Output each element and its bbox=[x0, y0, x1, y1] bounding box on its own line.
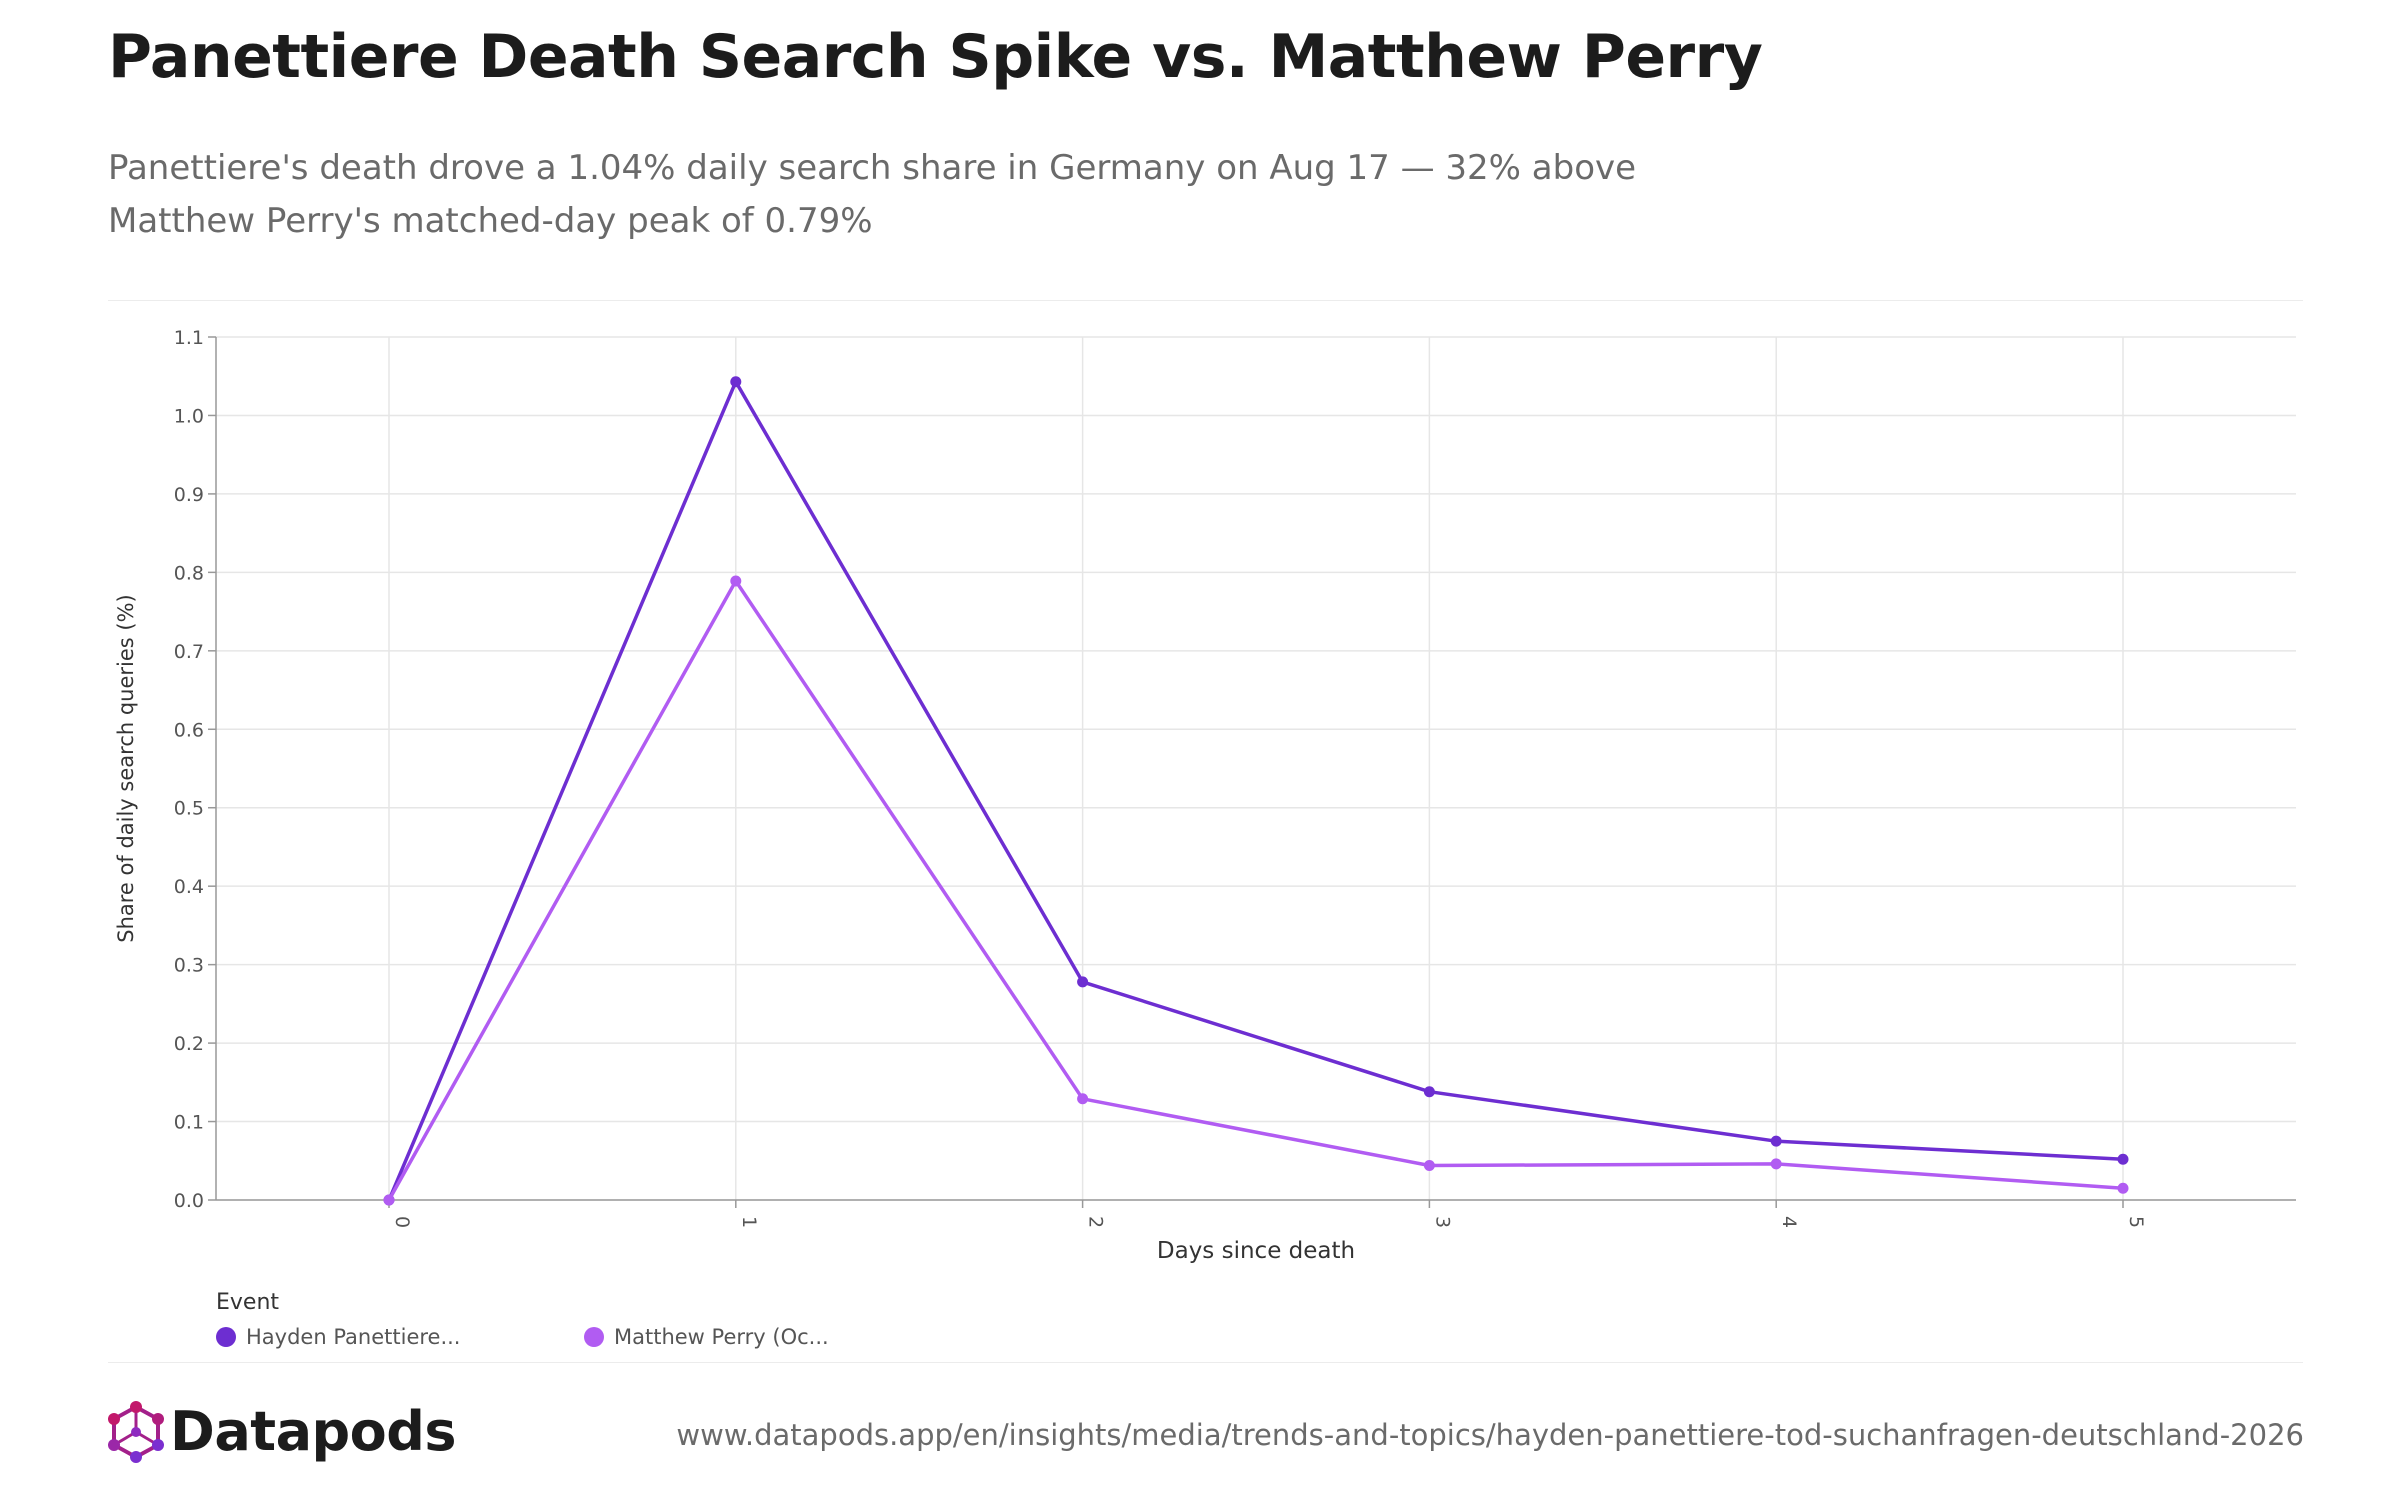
legend-item-panettiere[interactable]: Hayden Panettiere... bbox=[216, 1325, 584, 1349]
grid bbox=[216, 336, 2296, 1201]
axes bbox=[215, 337, 2296, 1201]
legend-item-perry[interactable]: Matthew Perry (Oc... bbox=[584, 1325, 952, 1349]
legend: Event Hayden Panettiere... Matthew Perry… bbox=[216, 1290, 952, 1349]
data-point bbox=[2117, 1153, 2129, 1165]
legend-items: Hayden Panettiere... Matthew Perry (Oc..… bbox=[216, 1325, 952, 1349]
x-tick-label: 3 bbox=[1431, 1216, 1453, 1228]
y-tick-label: 0.4 bbox=[174, 876, 204, 898]
y-tick-label: 0.0 bbox=[174, 1190, 204, 1212]
y-tick-label: 0.6 bbox=[174, 719, 204, 741]
top-divider bbox=[108, 300, 2303, 301]
x-tick-labels: 0 1 2 3 4 5 bbox=[388, 1200, 2147, 1228]
series-0 bbox=[383, 376, 2129, 1206]
page-subtitle: Panettiere's death drove a 1.04% daily s… bbox=[108, 148, 1637, 241]
data-point bbox=[2117, 1182, 2129, 1194]
data-point bbox=[1770, 1158, 1782, 1170]
brand-name: Datapods bbox=[170, 1400, 457, 1463]
y-tick-label: 1.0 bbox=[174, 405, 204, 427]
x-axis-title: Days since death bbox=[1157, 1238, 1355, 1264]
x-tick-label: 1 bbox=[738, 1216, 760, 1228]
data-point bbox=[730, 376, 742, 388]
y-tick-labels: 0.0 0.1 0.2 0.3 0.4 0.5 0.6 0.7 0.8 0.9 1.0 1.1 bbox=[174, 327, 216, 1212]
y-tick-label: 0.8 bbox=[174, 562, 204, 584]
y-tick-label: 0.9 bbox=[174, 484, 204, 506]
source-url[interactable]: www.datapods.app/en/insights/media/trend… bbox=[676, 1418, 2304, 1452]
legend-label-perry: Matthew Perry (Oc... bbox=[614, 1325, 829, 1349]
y-axis-title: Share of daily search queries (%) bbox=[114, 594, 138, 943]
legend-label-panettiere: Hayden Panettiere... bbox=[246, 1325, 461, 1349]
data-point bbox=[1770, 1135, 1782, 1147]
x-tick-label: 2 bbox=[1085, 1216, 1107, 1228]
series-line bbox=[387, 579, 2125, 1202]
series-1 bbox=[383, 575, 2129, 1206]
data-point bbox=[1423, 1086, 1435, 1098]
legend-title: Event bbox=[216, 1290, 280, 1315]
page-title: Panettiere Death Search Spike vs. Matthe… bbox=[108, 22, 1763, 92]
data-point bbox=[383, 1194, 395, 1206]
bottom-divider bbox=[108, 1362, 2303, 1363]
line-chart: 0.0 0.1 0.2 0.3 0.4 0.5 0.6 0.7 0.8 0.9 1.0 1.1 0 1 2… bbox=[114, 327, 2296, 1264]
legend-swatch-panettiere bbox=[216, 1327, 236, 1347]
data-point bbox=[1077, 976, 1089, 988]
x-tick-label: 0 bbox=[391, 1216, 413, 1228]
y-tick-label: 0.3 bbox=[174, 955, 204, 977]
y-tick-label: 1.1 bbox=[174, 327, 204, 349]
brand[interactable]: Datapods bbox=[108, 1400, 457, 1463]
y-tick-label: 0.1 bbox=[174, 1112, 204, 1134]
data-point bbox=[1423, 1159, 1435, 1171]
data-point bbox=[1077, 1093, 1089, 1105]
datapods-logo-icon bbox=[108, 1400, 164, 1463]
legend-swatch-perry bbox=[584, 1327, 604, 1347]
y-tick-label: 0.7 bbox=[174, 641, 204, 663]
x-tick-label: 5 bbox=[2125, 1216, 2147, 1228]
series-line bbox=[387, 379, 2125, 1202]
data-point bbox=[730, 575, 742, 587]
series bbox=[383, 376, 2129, 1206]
y-tick-label: 0.5 bbox=[174, 798, 204, 820]
x-tick-label: 4 bbox=[1778, 1216, 1800, 1228]
y-tick-label: 0.2 bbox=[174, 1033, 204, 1055]
